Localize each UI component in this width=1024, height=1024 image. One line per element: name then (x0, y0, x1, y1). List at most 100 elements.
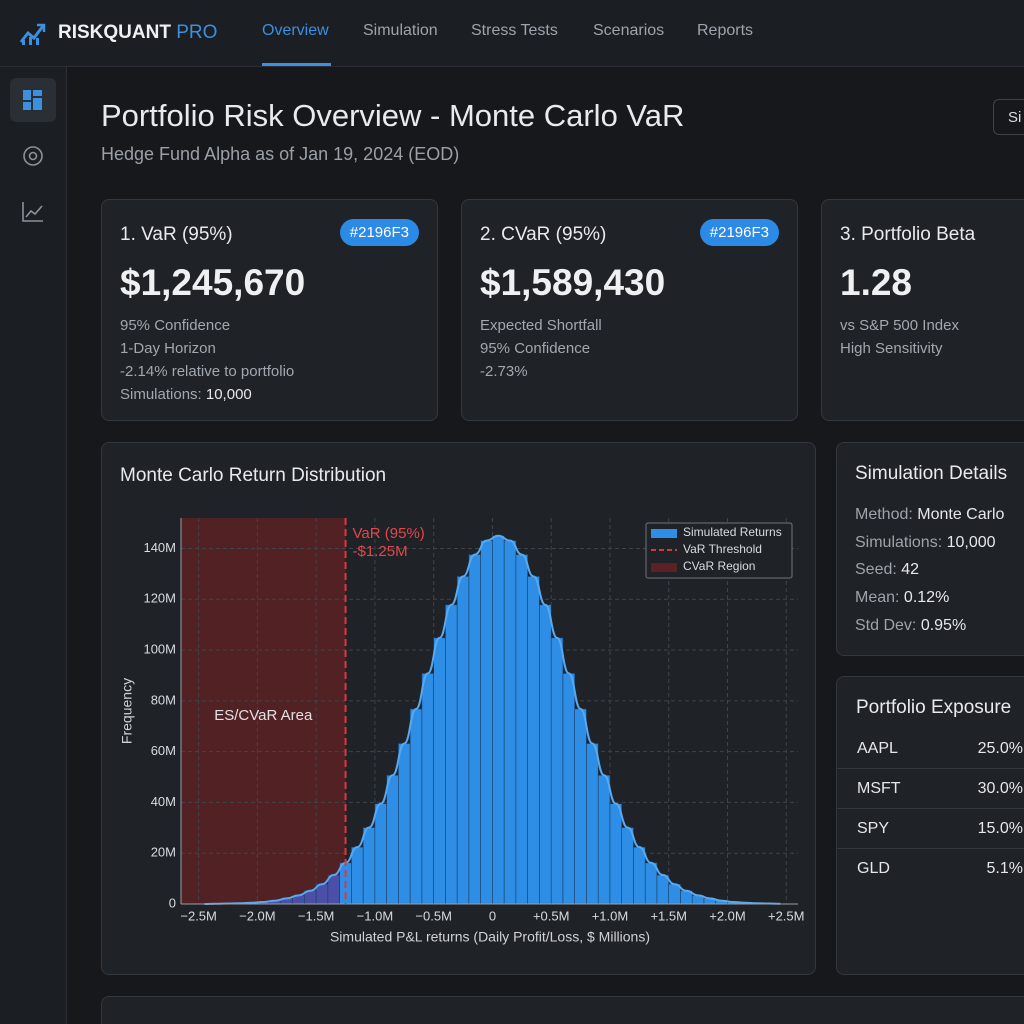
x-axis-label: Simulated P&L returns (Daily Profit/Loss… (330, 929, 650, 945)
histogram-bar (527, 576, 540, 905)
card-title: 2. CVaR (95%) (480, 224, 607, 245)
detail-value: 0.12% (903, 589, 950, 607)
metric-card: 1. VaR (95%) #2196F3 $1,245,670 95% Conf… (101, 199, 438, 421)
brand-suffix: PRO (176, 22, 218, 43)
sidebar-charts[interactable] (20, 199, 46, 225)
header-button[interactable]: Si (993, 99, 1024, 135)
x-tick-label: −1.0M (357, 908, 394, 923)
histogram-bar (633, 846, 646, 905)
detail-label: Mean: (855, 589, 900, 607)
var-annotation: -$1.25M (353, 543, 408, 560)
legend-swatch (651, 529, 677, 538)
x-tick-label: −1.5M (298, 908, 335, 923)
card-badge: #2196F3 (339, 219, 419, 246)
detail-row: Method: Monte Carlo (855, 506, 1024, 534)
legend-box (645, 522, 793, 579)
x-tick-label: 0 (489, 908, 496, 923)
card-value: $1,245,670 (120, 262, 306, 303)
histogram-bar (374, 803, 387, 905)
y-tick-label: 60M (151, 743, 176, 758)
chart-title: Monte Carlo Return Distribution (120, 465, 386, 486)
y-tick-label: 140M (143, 540, 176, 555)
histogram-bar (668, 883, 681, 905)
exposure-row: SPY 15.0% (837, 808, 1024, 848)
weight: 5.1% (986, 860, 1023, 877)
weight: 30.0% (977, 780, 1023, 797)
card-line-value: 10,000 (205, 386, 252, 403)
card-lines: vs S&P 500 Index High Sensitivity (840, 314, 959, 360)
histogram-bar (609, 803, 623, 905)
page-title: Portfolio Risk Overview - Monte Carlo Va… (101, 98, 685, 133)
y-axis-label: Frequency (119, 678, 135, 744)
card-lines: Expected Shortfall 95% Confidence -2.73% (480, 314, 602, 383)
histogram-bar (621, 827, 634, 905)
histogram-bar (409, 708, 423, 905)
nav-tab[interactable]: Simulation (363, 22, 438, 39)
histogram-bar (562, 673, 576, 905)
nav-tab[interactable]: Overview (262, 22, 329, 39)
histogram-bar (351, 846, 364, 905)
x-tick-label: +1.0M (592, 908, 629, 923)
detail-row: Mean: 0.12% (855, 589, 1024, 617)
histogram-bar (327, 874, 340, 905)
nav-tab[interactable]: Scenarios (593, 22, 665, 39)
detail-row: Std Dev: 0.95% (855, 617, 1024, 645)
active-tab-indicator (262, 63, 331, 66)
y-tick-label: 0 (169, 895, 176, 910)
histogram-bar (398, 743, 411, 905)
cvar-region (181, 518, 346, 904)
detail-row: Simulations: 10,000 (855, 534, 1024, 562)
histogram-bar (480, 540, 493, 905)
sidebar-settings[interactable] (20, 143, 46, 169)
histogram-bar (597, 774, 611, 905)
chart-card: Monte Carlo Return Distribution Simulate… (101, 442, 816, 975)
nav-tab[interactable]: Reports (697, 22, 754, 39)
card-value: 1.28 (840, 262, 913, 303)
histogram-bar (421, 673, 434, 905)
chart: Monte Carlo Return Distribution Simulate… (119, 465, 805, 945)
y-tick-label: 20M (151, 845, 176, 860)
brand: RISKQUANT PRO (58, 22, 217, 44)
histogram-bar (644, 862, 658, 905)
card-title: 3. Portfolio Beta (840, 224, 976, 245)
card-lines: 95% Confidence 1-Day Horizon -2.14% rela… (120, 314, 294, 406)
legend-label: VaR Threshold (683, 542, 762, 556)
histogram-bar (433, 637, 446, 905)
histogram-bar (550, 637, 564, 905)
nav-tab[interactable]: Stress Tests (471, 22, 558, 39)
sidebar-dashboard[interactable] (10, 78, 56, 122)
page-subtitle: Hedge Fund Alpha as of Jan 19, 2024 (EOD… (101, 144, 460, 164)
card-line: 1-Day Horizon (120, 340, 216, 357)
histogram-bar (362, 827, 376, 905)
density-curve (204, 534, 781, 905)
x-tick-label: +2.0M (709, 908, 746, 923)
histogram-bar (445, 604, 458, 905)
brand-name: RISKQUANT (58, 22, 171, 43)
y-tick-label: 80M (151, 692, 176, 707)
card-line: Expected Shortfall (480, 317, 602, 334)
logo-icon (19, 23, 46, 45)
card-title: 1. VaR (95%) (120, 224, 233, 245)
metric-card: 3. Portfolio Beta 1.28 vs S&P 500 Index … (821, 199, 1024, 421)
detail-value: 42 (901, 561, 920, 579)
legend-label: Simulated Returns (683, 525, 782, 539)
detail-label: Method: (855, 506, 913, 523)
legend-swatch (651, 563, 677, 572)
x-tick-label: +2.5M (768, 908, 805, 923)
y-tick-label: 120M (143, 591, 176, 606)
histogram-bar (656, 874, 670, 905)
histogram-bar (456, 576, 470, 905)
histogram-bar (468, 554, 481, 905)
card-line-label: Simulations: (120, 386, 202, 403)
exposure-row: GLD 5.1% (837, 848, 1024, 888)
card-line: 95% Confidence (480, 340, 591, 357)
y-tick-label: 40M (151, 794, 176, 809)
weight: 15.0% (977, 820, 1023, 837)
detail-label: Std Dev: (855, 616, 917, 634)
metric-card: 2. CVaR (95%) #2196F3 $1,589,430 Expecte… (461, 199, 798, 421)
bottom-card (101, 996, 1024, 1024)
histogram-bar (386, 774, 399, 905)
simulation-details-card: Simulation Details Method: Monte Carlo Si… (836, 442, 1024, 656)
ticker: MSFT (857, 780, 901, 797)
panel-title: Portfolio Exposure (856, 697, 1012, 718)
